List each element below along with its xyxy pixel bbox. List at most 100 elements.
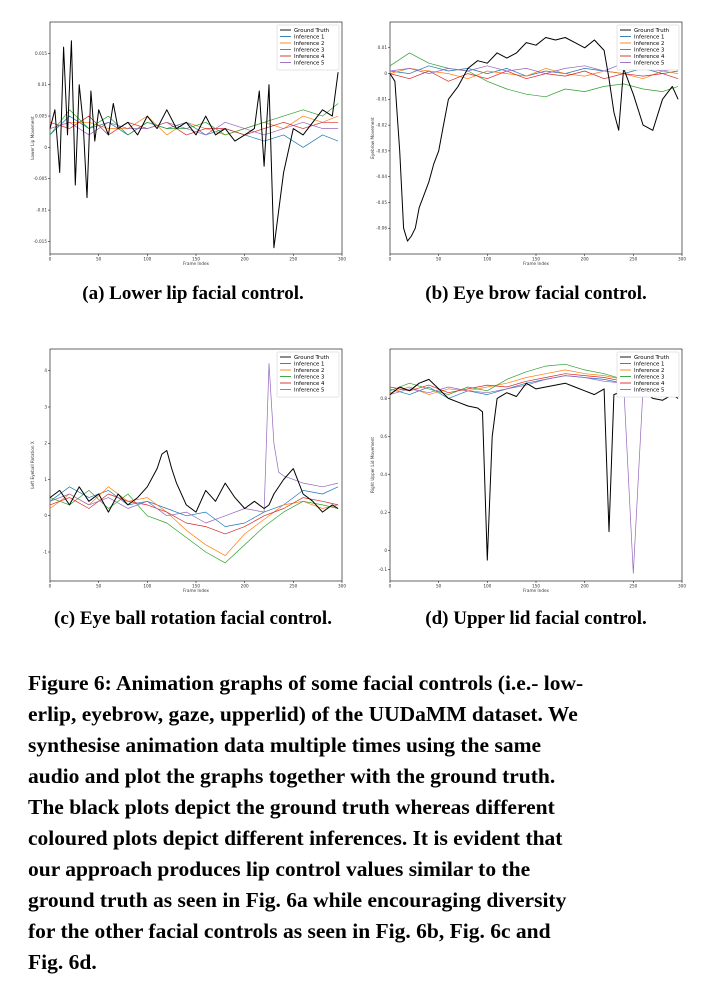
legend-label: Inference 1	[634, 361, 664, 367]
y-tick-label: -0.1	[379, 567, 388, 572]
y-tick-label: -0.005	[34, 176, 48, 181]
y-tick-label: 0.2	[380, 510, 387, 515]
x-axis-label: Frame Index	[523, 261, 549, 266]
x-tick-label: 250	[289, 584, 297, 589]
caption-line: synthesise animation data multiple times…	[28, 733, 542, 757]
legend-label: Inference 1	[634, 34, 664, 40]
series-line	[49, 490, 339, 564]
x-tick-label: 200	[241, 257, 249, 262]
legend-label: Inference 2	[294, 41, 324, 47]
x-tick-label: 150	[532, 257, 540, 262]
caption-line: audio and plot the graphs together with …	[28, 764, 556, 788]
x-tick-label: 100	[483, 257, 491, 262]
chart-svg: 0 50 100 150 200 250 300 -0.06 -0.05 -0.04 -0.03 -0…	[370, 21, 686, 266]
caption-line: The black plots depict the ground truth …	[28, 795, 555, 819]
y-tick-label: 1	[44, 477, 47, 482]
legend-label: Inference 3	[294, 374, 324, 380]
x-tick-label: 0	[389, 584, 392, 589]
y-tick-label: 0	[384, 71, 387, 76]
legend-label: Inference 3	[294, 47, 324, 53]
y-tick-label: 0.01	[378, 45, 388, 50]
legend-label: Inference 1	[294, 361, 324, 367]
legend-box	[616, 351, 680, 398]
x-tick-label: 50	[436, 257, 442, 262]
x-tick-label: 250	[629, 584, 637, 589]
x-tick-label: 200	[581, 584, 589, 589]
legend-box	[276, 24, 340, 71]
y-tick-label: 0.4	[380, 472, 387, 477]
y-tick-label: 0	[384, 548, 387, 553]
series-line	[389, 65, 679, 77]
x-tick-label: 100	[143, 257, 151, 262]
x-tick-label: 150	[532, 584, 540, 589]
chart-svg: 0 50 100 150 200 250 300 -1 0 1 2 3 4 Frame Index Left…	[30, 348, 346, 593]
legend-label: Ground Truth	[634, 355, 669, 361]
legend-label: Ground Truth	[294, 355, 329, 361]
x-tick-label: 50	[96, 257, 102, 262]
figure-caption: Figure 6: Animation graphs of some facia…	[28, 668, 698, 978]
y-tick-label: 0	[44, 513, 47, 518]
x-tick-label: 250	[289, 257, 297, 262]
y-tick-label: -0.04	[376, 174, 387, 179]
y-axis-label: Eyebrow Movement	[370, 117, 375, 159]
series-line	[49, 493, 339, 535]
y-tick-label: 0.8	[380, 396, 387, 401]
series-line	[389, 375, 679, 574]
caption-line: for the other facial controls as seen in…	[28, 919, 551, 943]
legend-label: Inference 4	[634, 54, 665, 60]
x-tick-label: 300	[678, 584, 686, 589]
series-line	[49, 103, 339, 136]
legend-box	[276, 351, 340, 398]
x-tick-label: 300	[338, 584, 346, 589]
y-tick-label: -0.02	[376, 123, 387, 128]
y-tick-label: 0.015	[35, 51, 47, 56]
legend-box	[616, 24, 680, 71]
subcaption-a: (a) Lower lip facial control.	[82, 283, 304, 304]
legend-label: Inference 3	[634, 47, 664, 53]
subcaption-c: (c) Eye ball rotation facial control.	[54, 608, 332, 629]
x-tick-label: 300	[678, 257, 686, 262]
caption-line: Figure 6: Animation graphs of some facia…	[28, 671, 584, 695]
series-line	[49, 486, 339, 556]
chart-upper-lid: 0 50 100 150 200 250 300 -0.1 0 0.2 0.4 0.6 0.8 Frame…	[368, 345, 688, 595]
x-tick-label: 50	[436, 584, 442, 589]
legend-label: Inference 2	[294, 368, 324, 374]
legend-label: Inference 4	[294, 54, 325, 60]
x-tick-label: 0	[389, 257, 392, 262]
x-axis-label: Frame Index	[183, 588, 209, 593]
y-axis-label: Lower Lip Movement	[30, 116, 35, 160]
x-tick-label: 0	[49, 257, 52, 262]
y-axis-label: Right Upper Lid Movement	[370, 437, 375, 493]
x-tick-label: 0	[49, 584, 52, 589]
caption-line: Fig. 6d.	[28, 950, 97, 974]
y-tick-label: 3	[44, 404, 47, 409]
x-tick-label: 200	[241, 584, 249, 589]
chart-eye-brow: 0 50 100 150 200 250 300 -0.06 -0.05 -0.04 -0.03 -0…	[368, 18, 688, 268]
y-tick-label: -0.01	[376, 97, 387, 102]
x-tick-label: 100	[483, 584, 491, 589]
chart-svg: 0 50 100 150 200 250 300 -0.015 -0.01 -0.005 0 0.00…	[30, 21, 346, 266]
x-tick-label: 200	[581, 257, 589, 262]
caption-line: our approach produces lip control values…	[28, 857, 531, 881]
series-line	[49, 40, 339, 249]
x-axis-label: Frame Index	[523, 588, 549, 593]
series-line	[389, 378, 679, 561]
chart-svg: 0 50 100 150 200 250 300 -0.1 0 0.2 0.4 0.6 0.8 Frame…	[370, 348, 686, 593]
x-tick-label: 150	[192, 584, 200, 589]
y-tick-label: -1	[43, 549, 48, 554]
y-tick-label: 4	[44, 368, 47, 373]
legend-label: Inference 5	[294, 60, 324, 66]
series-line	[389, 70, 679, 82]
series-line	[389, 37, 679, 242]
legend-label: Inference 5	[294, 387, 324, 393]
series-line	[389, 52, 679, 98]
y-tick-label: 0.6	[380, 434, 387, 439]
y-tick-label: -0.01	[36, 208, 47, 213]
legend-label: Inference 4	[634, 381, 665, 387]
y-tick-label: -0.06	[376, 226, 387, 231]
legend-label: Ground Truth	[634, 28, 669, 34]
caption-line: coloured plots depict different inferenc…	[28, 826, 563, 850]
legend-label: Inference 5	[634, 387, 664, 393]
series-line	[49, 486, 339, 527]
chart-lower-lip: 0 50 100 150 200 250 300 -0.015 -0.01 -0.005 0 0.00…	[28, 18, 348, 268]
